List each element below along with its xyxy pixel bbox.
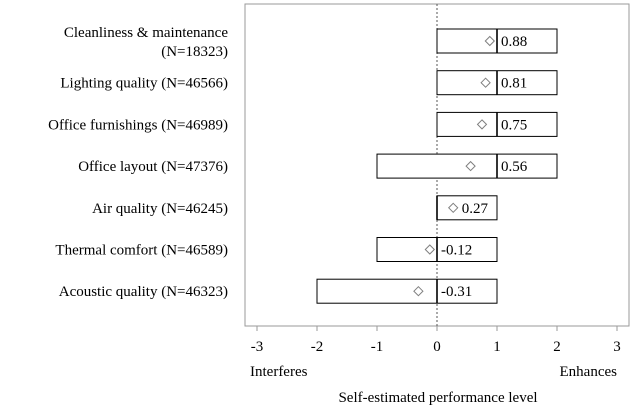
mean-value-label: 0.88 xyxy=(501,34,527,50)
x-tick-label: -3 xyxy=(251,339,264,355)
category-label: Acoustic quality (N=46323) xyxy=(59,284,228,300)
category-label: Lighting quality (N=46566) xyxy=(60,76,228,92)
mean-value-label: -0.31 xyxy=(441,284,472,300)
mean-marker xyxy=(480,77,491,88)
iqr-box xyxy=(436,195,498,221)
mean-value-label: -0.12 xyxy=(441,243,472,259)
x-axis-label: Self-estimated performance level xyxy=(338,390,537,406)
data-rows: Cleanliness & maintenance (N=18323) 0.88 Li… xyxy=(48,25,558,304)
row-0: Cleanliness & maintenance (N=18323) 0.88 xyxy=(64,25,558,60)
mean-value-label: 0.27 xyxy=(462,201,489,217)
mean-marker xyxy=(447,202,459,214)
mean-marker xyxy=(465,160,476,172)
row-2: Office furnishings (N=46989) 0.75 xyxy=(48,111,558,137)
row-4: Air quality (N=46245) 0.27 xyxy=(92,195,498,221)
x-axis: -3 -2 -1 0 1 2 3 xyxy=(251,326,621,355)
x-tick-label: 1 xyxy=(493,339,501,355)
row-6: Acoustic quality (N=46323) -0.31 xyxy=(59,278,498,304)
category-label: (N=18323) xyxy=(161,44,228,60)
category-label: Thermal comfort (N=46589) xyxy=(55,243,228,259)
x-tick-label: 2 xyxy=(553,339,561,355)
mean-value-label: 0.81 xyxy=(501,76,527,92)
iqr-box xyxy=(376,153,558,179)
x-tick-label: -1 xyxy=(371,339,384,355)
category-label: Office layout (N=47376) xyxy=(78,159,228,175)
mean-value-label: 0.56 xyxy=(501,159,528,175)
row-1: Lighting quality (N=46566) 0.81 xyxy=(60,70,558,96)
mean-marker xyxy=(424,244,436,255)
mean-marker xyxy=(484,35,496,47)
x-tick-label: 3 xyxy=(613,339,621,355)
category-label: Air quality (N=46245) xyxy=(92,201,228,217)
row-5: Thermal comfort (N=46589) -0.12 xyxy=(55,237,498,262)
iqr-box xyxy=(316,278,498,304)
category-label: Office furnishings (N=46989) xyxy=(48,117,228,133)
mean-marker xyxy=(413,285,424,297)
category-label: Cleanliness & maintenance xyxy=(64,25,228,41)
row-3: Office layout (N=47376) 0.56 xyxy=(78,153,558,179)
x-end-label-left: Interferes xyxy=(250,364,308,380)
mean-value-label: 0.75 xyxy=(501,117,527,133)
x-end-label-right: Enhances xyxy=(560,364,618,380)
x-tick-label: -2 xyxy=(311,339,324,355)
mean-marker xyxy=(476,119,488,130)
x-tick-label: 0 xyxy=(433,339,441,355)
